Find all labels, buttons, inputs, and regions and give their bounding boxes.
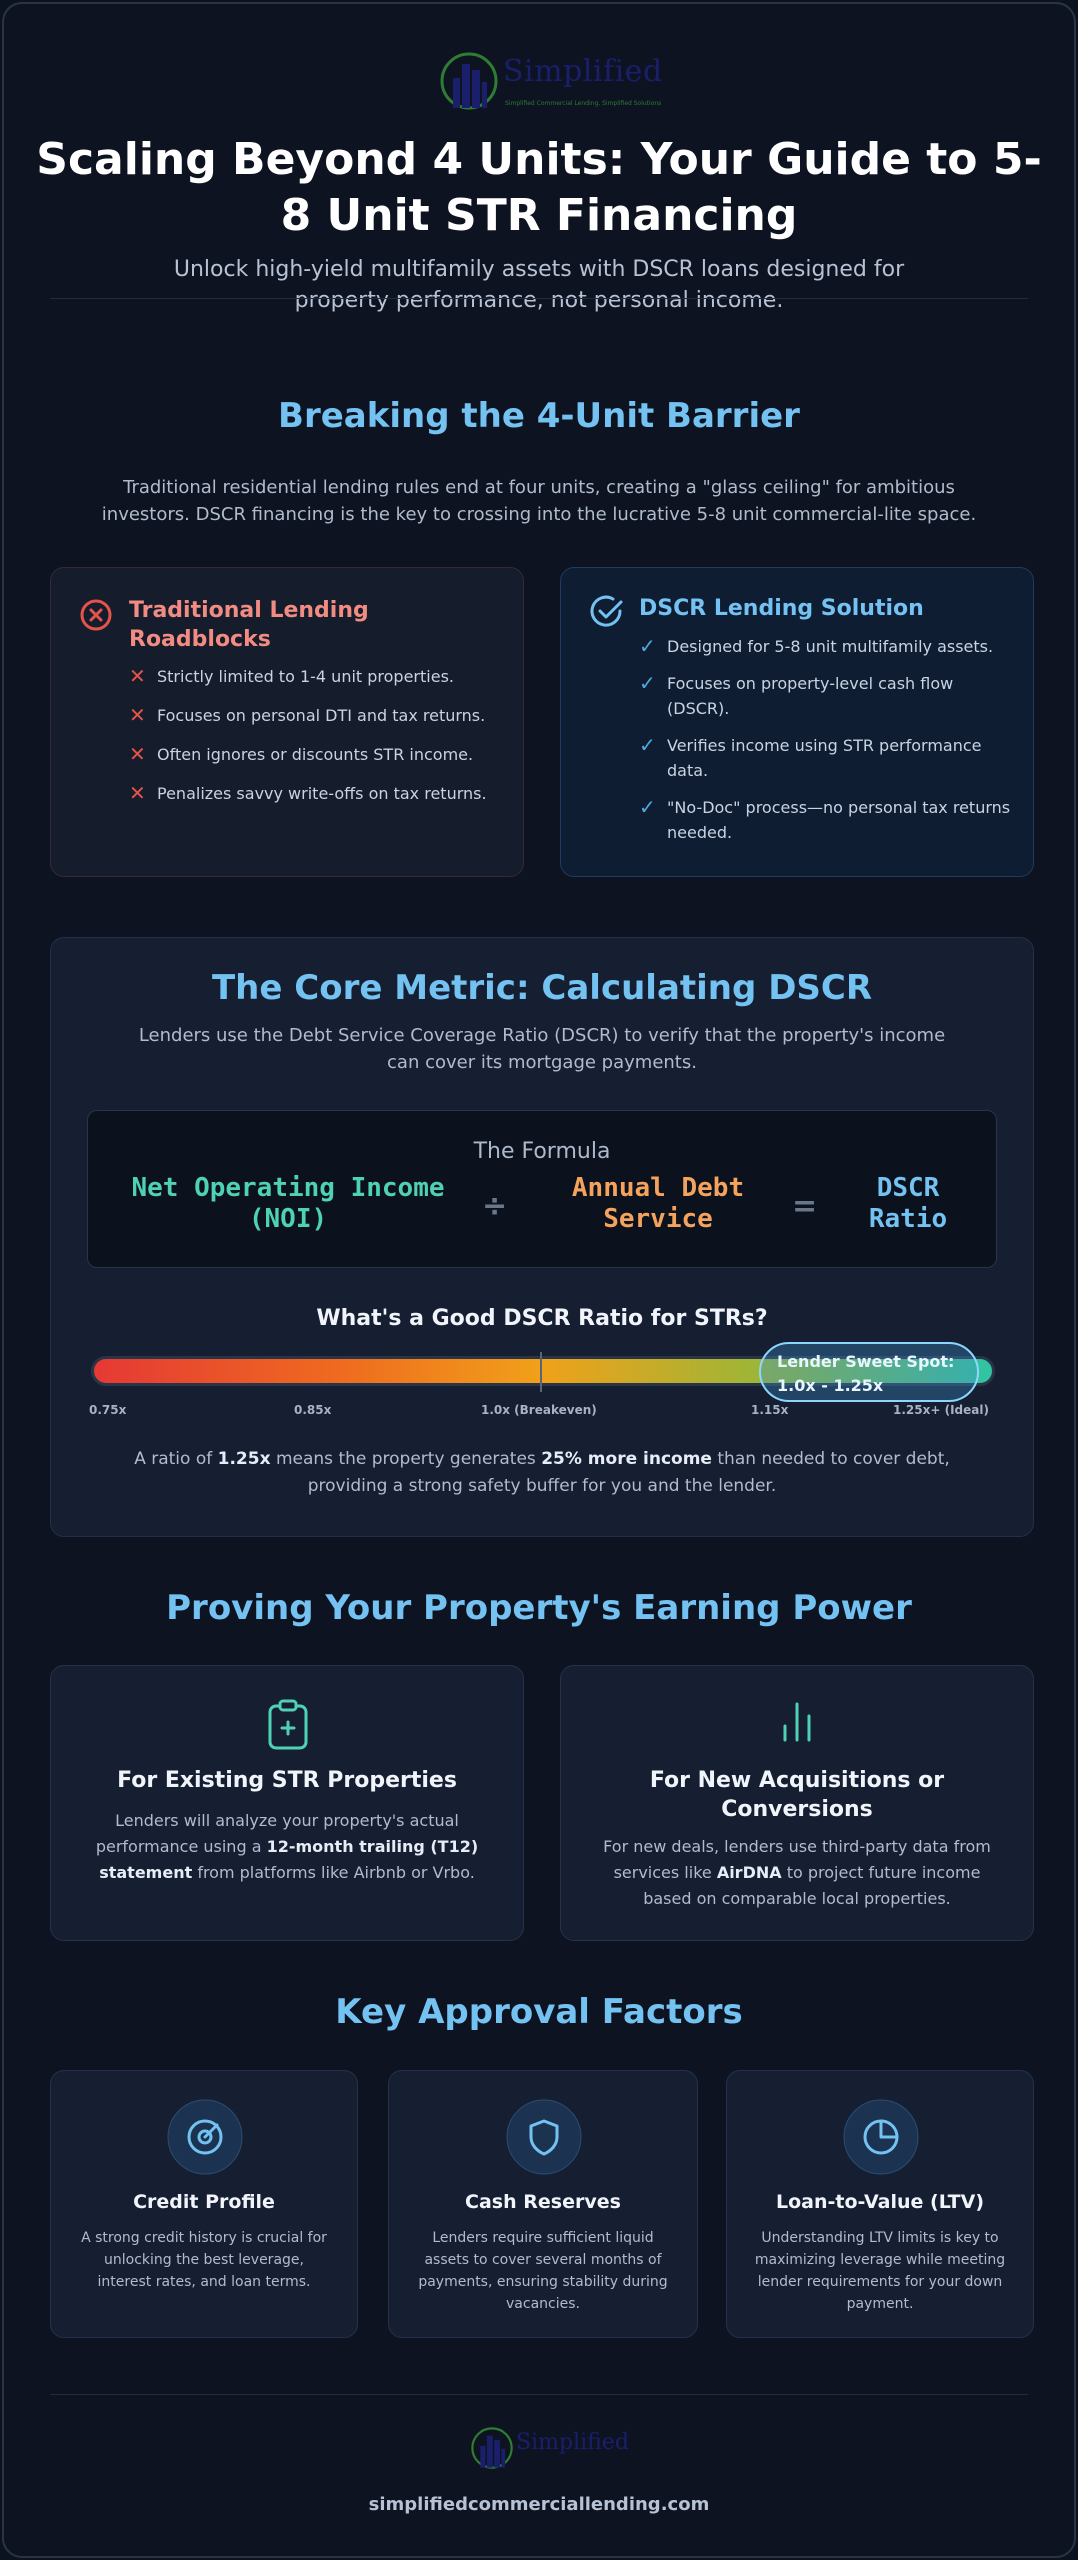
ratio-note: A ratio of 1.25x means the property gene… bbox=[134, 1449, 950, 1496]
breakeven-marker bbox=[540, 1352, 542, 1392]
divider bbox=[50, 298, 1028, 299]
logo-building-icon bbox=[440, 52, 498, 110]
core-metric-card: The Core Metric: Calculating DSCR Lender… bbox=[50, 937, 1034, 1537]
check-circle-icon bbox=[590, 595, 623, 627]
footer-url[interactable]: simplifiedcommerciallending.com bbox=[368, 2494, 710, 2515]
list-item: ✓ "No-Doc" process—no personal tax return… bbox=[639, 795, 1011, 842]
gauge-icon bbox=[167, 2099, 243, 2175]
list-item: ✕ Focuses on personal DTI and tax returns… bbox=[129, 703, 486, 727]
pie-chart-icon bbox=[843, 2099, 919, 2175]
factor-card-credit: Credit Profile A strong credit history i… bbox=[50, 2070, 358, 2338]
existing-heading: For Existing STR Properties bbox=[117, 1768, 457, 1793]
list-item: ✕ Often ignores or discounts STR income. bbox=[129, 742, 474, 766]
dscr-list: ✓ Designed for 5-8 unit multifamily asset… bbox=[639, 634, 1017, 845]
close-circle-icon bbox=[80, 599, 112, 631]
list-item: ✓ Focuses on property-level cash flow (DS… bbox=[639, 671, 954, 718]
logo-tagline: Simplified Commercial Lending, Simplifie… bbox=[505, 100, 662, 107]
traditional-card: Traditional Lending Roadblocks ✕ Strictly… bbox=[50, 567, 524, 877]
existing-str-card: For Existing STR Properties Lenders will… bbox=[50, 1665, 524, 1941]
factor-text: Lenders require sufficient liquid assets… bbox=[418, 2230, 668, 2312]
page-subtitle: Unlock high-yield multifamily assets wit… bbox=[173, 257, 905, 313]
clipboard-plus-icon bbox=[268, 1699, 308, 1750]
new-acquisition-card: For New Acquisitions or Conversions For … bbox=[560, 1665, 1034, 1941]
new-text: For new deals, lenders use third-party d… bbox=[603, 1837, 991, 1908]
formula-debt-service: Annual Debt Service bbox=[571, 1173, 745, 1234]
check-mark-icon: ✓ bbox=[639, 795, 656, 819]
x-mark-icon: ✕ bbox=[129, 664, 146, 688]
shield-icon bbox=[506, 2099, 582, 2175]
metric-intro: Lenders use the Debt Service Coverage Ra… bbox=[138, 1025, 946, 1073]
existing-text: Lenders will analyze your property's act… bbox=[95, 1811, 479, 1882]
new-heading: For New Acquisitions or Conversions bbox=[649, 1768, 945, 1822]
formula-box: The Formula Net Operating Income (NOI) ÷… bbox=[87, 1110, 997, 1268]
scale-title: What's a Good DSCR Ratio for STRs? bbox=[316, 1306, 768, 1331]
factor-title: Loan-to-Value (LTV) bbox=[775, 2191, 985, 2213]
x-mark-icon: ✕ bbox=[129, 781, 146, 805]
check-mark-icon: ✓ bbox=[639, 671, 656, 695]
list-item: ✕ Strictly limited to 1-4 unit properties… bbox=[129, 664, 454, 688]
barrier-intro: Traditional residential lending rules en… bbox=[101, 477, 977, 525]
factor-text: Understanding LTV limits is key to maxim… bbox=[754, 2230, 1006, 2312]
sweet-spot-badge: Lender Sweet Spot: 1.0x - 1.25x bbox=[759, 1342, 979, 1402]
tick-label: 1.0x (Breakeven) bbox=[481, 1403, 597, 1417]
tick-label: 1.25x+ (Ideal) bbox=[893, 1403, 989, 1417]
factor-text: A strong credit history is crucial for u… bbox=[81, 2230, 327, 2290]
formula-noi: Net Operating Income (NOI) bbox=[131, 1173, 445, 1234]
bar-chart-icon bbox=[783, 1702, 811, 1742]
logo-building-icon bbox=[471, 2427, 513, 2469]
check-mark-icon: ✓ bbox=[639, 634, 656, 658]
divider bbox=[50, 2394, 1028, 2395]
factor-card-reserves: Cash Reserves Lenders require sufficient… bbox=[388, 2070, 698, 2338]
formula-label: The Formula bbox=[473, 1139, 611, 1164]
tick-label: 0.75x bbox=[89, 1403, 127, 1417]
list-item: ✓ Designed for 5-8 unit multifamily asset… bbox=[639, 634, 994, 658]
logo-wordmark: Simplified bbox=[516, 2430, 629, 2455]
list-item: ✓ Verifies income using STR performance d… bbox=[639, 733, 982, 780]
factor-title: Cash Reserves bbox=[465, 2191, 621, 2213]
divide-symbol: ÷ bbox=[482, 1189, 508, 1224]
footer-logo: Simplified bbox=[470, 2424, 629, 2474]
tick-label: 1.15x bbox=[751, 1403, 789, 1417]
dscr-heading: DSCR Lending Solution bbox=[639, 596, 924, 621]
x-mark-icon: ✕ bbox=[129, 703, 146, 727]
tick-label: 0.85x bbox=[294, 1403, 332, 1417]
section-title-factors: Key Approval Factors bbox=[335, 1992, 743, 2032]
factor-card-ltv: Loan-to-Value (LTV) Understanding LTV li… bbox=[726, 2070, 1034, 2338]
logo-wordmark: Simplified bbox=[503, 54, 663, 89]
section-title-barrier: Breaking the 4-Unit Barrier bbox=[278, 396, 800, 436]
check-mark-icon: ✓ bbox=[639, 733, 656, 757]
section-title-metric: The Core Metric: Calculating DSCR bbox=[211, 968, 873, 1008]
equals-symbol: = bbox=[792, 1189, 818, 1224]
brand-logo: Simplified Simplified Commercial Lending… bbox=[439, 48, 662, 116]
traditional-list: ✕ Strictly limited to 1-4 unit properties… bbox=[129, 664, 507, 806]
factor-title: Credit Profile bbox=[133, 2191, 275, 2213]
dscr-card: DSCR Lending Solution ✓ Designed for 5-8 … bbox=[560, 567, 1034, 877]
traditional-heading: Traditional Lending Roadblocks bbox=[129, 598, 369, 652]
section-title-earning: Proving Your Property's Earning Power bbox=[166, 1588, 912, 1628]
dscr-gradient-bar bbox=[91, 1356, 995, 1386]
formula-result: DSCR Ratio bbox=[868, 1173, 948, 1234]
x-mark-icon: ✕ bbox=[129, 742, 146, 766]
list-item: ✕ Penalizes savvy write-offs on tax retur… bbox=[129, 781, 487, 805]
page-title: Scaling Beyond 4 Units: Your Guide to 5-… bbox=[36, 134, 1042, 241]
